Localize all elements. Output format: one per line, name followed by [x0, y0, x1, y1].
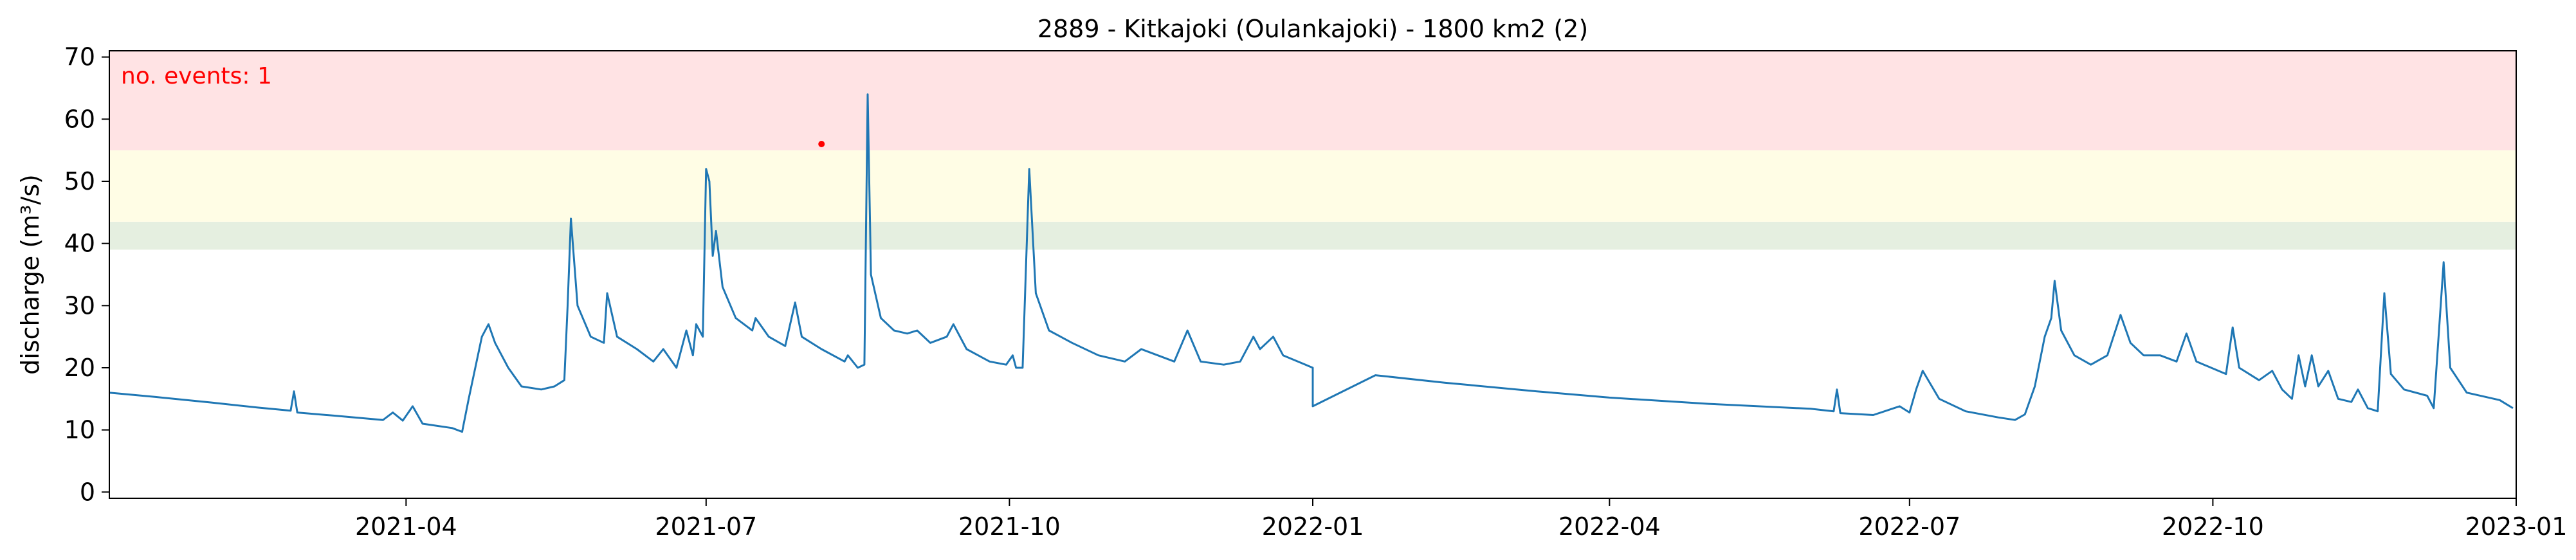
event-marker	[818, 141, 825, 147]
x-tick-label: 2023-01	[2465, 512, 2568, 541]
x-tick-label: 2022-01	[1262, 512, 1364, 541]
threshold-band-2	[109, 51, 2516, 150]
x-tick-label: 2022-04	[1558, 512, 1661, 541]
events-annotation: no. events: 1	[121, 63, 272, 89]
x-tick-label: 2022-10	[2162, 512, 2264, 541]
x-tick-label: 2021-10	[958, 512, 1061, 541]
x-tick-label: 2021-04	[355, 512, 457, 541]
y-tick-label: 50	[64, 167, 95, 195]
x-tick-label: 2021-07	[655, 512, 757, 541]
y-tick-label: 10	[64, 416, 95, 444]
y-tick-label: 60	[64, 105, 95, 133]
y-tick-label: 70	[64, 43, 95, 71]
discharge-series-line-0	[109, 93, 2514, 433]
y-tick-label: 0	[80, 478, 95, 506]
threshold-band-1	[109, 150, 2516, 222]
y-tick-label: 40	[64, 230, 95, 258]
series-layer	[109, 93, 2514, 433]
threshold-band-0	[109, 221, 2516, 250]
event-marker-layer	[818, 141, 825, 147]
y-tick-label: 20	[64, 354, 95, 382]
x-axis: 2021-04 2021-07 2021-10 2022-01 2022-04 2022-…	[355, 498, 2567, 541]
y-axis: 0 10 20 30 40 50 60 70	[64, 43, 109, 506]
chart-title: 2889 - Kitkajoki (Oulankajoki) - 1800 km…	[1037, 15, 1588, 43]
x-tick-label: 2022-07	[1858, 512, 1960, 541]
threshold-bands	[109, 51, 2516, 250]
y-axis-label: discharge (m³/s)	[16, 174, 44, 375]
y-tick-label: 30	[64, 291, 95, 320]
